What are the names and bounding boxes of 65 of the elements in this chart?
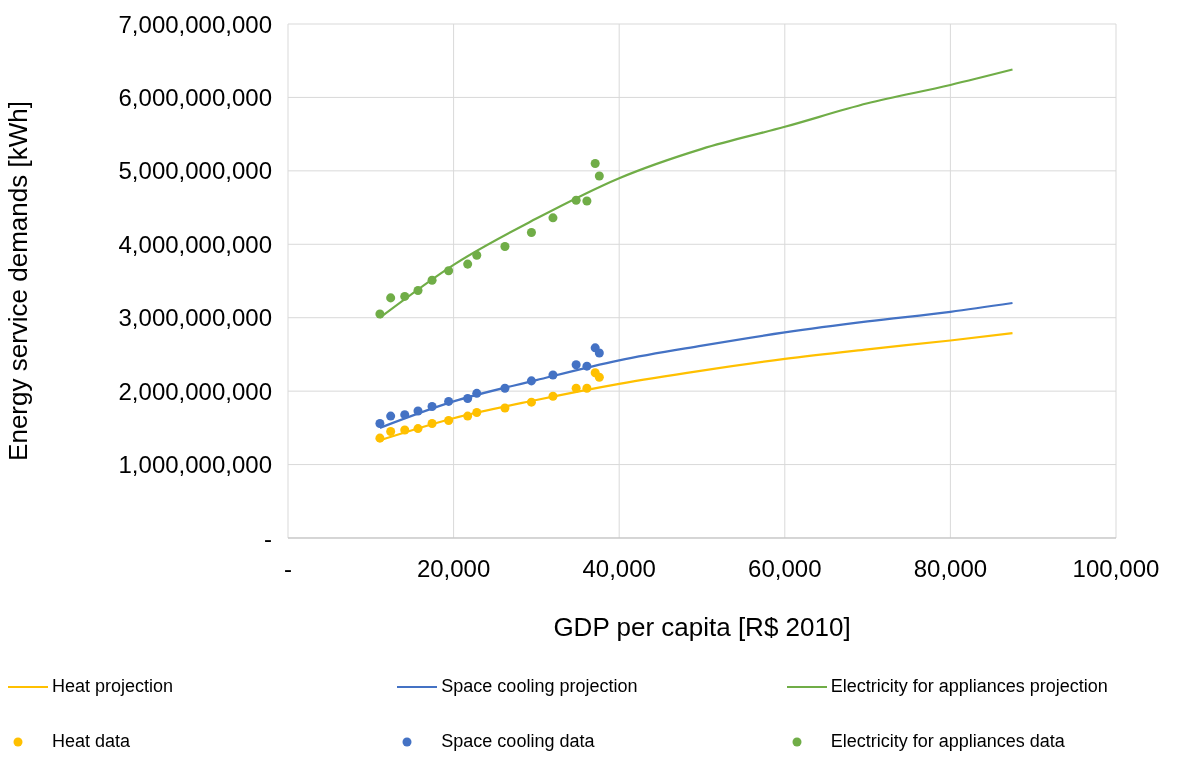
point [571,195,581,205]
y-tick-label: 1,000,000,000 [118,451,272,479]
x-tick-label: - [284,555,292,583]
point [582,196,592,206]
point [500,403,510,413]
point [413,286,423,296]
y-tick-label: 5,000,000,000 [118,157,272,185]
y-tick-label: 6,000,000,000 [118,83,272,111]
y-tick-label: 2,000,000,000 [118,377,272,405]
y-tick-label: 7,000,000,000 [118,10,272,38]
point [386,293,396,303]
y-tick-label: - [264,524,272,552]
point [472,250,482,260]
point [386,427,396,437]
point [500,383,510,393]
legend-label: Space cooling data [441,731,595,752]
x-tick-label: 100,000 [1072,555,1160,583]
legend-label: Electricity for appliances projection [830,676,1108,697]
point [463,393,473,403]
point [472,388,482,398]
point [571,360,581,370]
point [526,376,536,386]
point [526,397,536,407]
legend-label: Space cooling projection [441,676,638,697]
point [427,402,437,412]
point [375,309,385,319]
point [444,396,454,406]
point [413,406,423,416]
x-tick-label: 40,000 [582,555,656,583]
point [463,259,473,269]
point [472,407,482,417]
point [463,411,473,421]
point [400,291,410,301]
y-axis-title: Energy service demands [kWh] [3,101,34,461]
x-tick-label: 20,000 [416,555,491,583]
x-axis-title: GDP per capita [R$ 2010] [553,612,851,642]
point [375,418,385,428]
point [594,372,604,382]
point [571,383,581,393]
point [548,370,558,380]
point [375,433,385,443]
point [427,418,437,428]
x-tick-label: 80,000 [913,555,988,583]
point [386,411,396,421]
point [548,391,558,401]
point [590,159,600,169]
point [444,416,454,426]
legend-label: Heat data [52,731,131,752]
x-tick-label: 60,000 [748,555,822,583]
point [594,171,604,181]
point [413,424,423,434]
legend-label: Electricity for appliances data [830,731,1065,752]
point [582,383,592,393]
y-tick-label: 4,000,000,000 [118,230,272,258]
point [400,410,410,420]
legend-label: Heat projection [52,676,174,697]
y-tick-label: 3,000,000,000 [118,304,272,332]
point [548,213,558,223]
point [500,241,510,251]
point [526,228,536,238]
point [400,425,410,435]
point [582,361,592,371]
point [444,266,454,276]
point [427,275,437,285]
point [594,348,604,358]
